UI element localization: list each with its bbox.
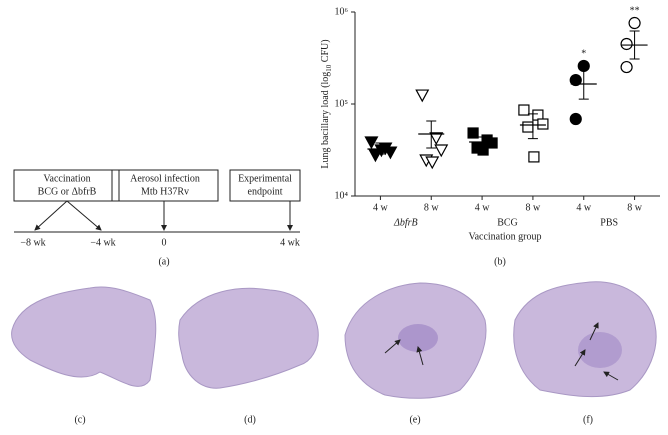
scatter-chart: Lung bacillary load (log10 CFU) Vaccinat… <box>320 5 660 267</box>
group-label: ΔbfrB <box>393 217 418 228</box>
box-text: Vaccination <box>43 173 90 184</box>
point <box>467 127 479 139</box>
x-tick-label: 4 w <box>373 202 389 213</box>
error-bar <box>426 120 437 149</box>
arrow <box>574 349 586 367</box>
panel-label: (e) <box>409 414 420 425</box>
point <box>522 121 534 133</box>
lesion <box>398 324 438 352</box>
point <box>364 136 379 150</box>
point <box>628 16 641 30</box>
y-label-part: CFU) <box>320 39 331 64</box>
panel-label: (c) <box>74 414 85 425</box>
panel-label: (d) <box>244 414 256 425</box>
significance: ** <box>630 5 640 16</box>
point <box>537 118 549 130</box>
box <box>229 169 301 202</box>
point <box>569 112 582 126</box>
error-bar <box>375 142 386 155</box>
point <box>528 151 540 163</box>
arrow <box>66 200 102 231</box>
box-text: Mtb H37Rv <box>141 186 189 197</box>
point <box>620 60 633 74</box>
histology-images: (c) (d) (e) (f) <box>11 281 657 425</box>
error-bar <box>477 136 488 147</box>
point <box>429 132 444 146</box>
point <box>620 37 633 51</box>
point <box>383 146 398 160</box>
panel-label: (f) <box>583 414 593 425</box>
box <box>111 169 219 202</box>
x-tick-label: 4 w <box>576 202 592 213</box>
box-text: endpoint <box>248 186 283 197</box>
arrow <box>416 346 424 366</box>
significance: * <box>581 48 586 59</box>
y-axis-label: Lung bacillary load (log10 CFU) <box>320 39 332 168</box>
x-tick-label: 8 w <box>424 202 440 213</box>
y-label-part: 10 <box>325 64 333 72</box>
point <box>434 144 449 158</box>
point <box>374 144 389 158</box>
time-label: −4 wk <box>90 237 115 248</box>
error-bar <box>527 113 538 140</box>
y-tick-label: 10⁵ <box>335 98 349 109</box>
panel-label: (b) <box>494 256 506 267</box>
lesion <box>578 332 622 368</box>
box-text: Experimental <box>238 173 292 184</box>
point <box>486 137 498 149</box>
point <box>569 73 582 87</box>
point <box>518 104 530 116</box>
point <box>415 89 430 103</box>
panel-label: (a) <box>158 256 169 267</box>
x-tick-label: 8 w <box>627 202 643 213</box>
time-label: −8 wk <box>20 237 45 248</box>
arrow <box>34 200 68 231</box>
timeline: Vaccination BCG or ΔbfrB Aerosol infecti… <box>13 169 301 267</box>
lung-image <box>11 286 157 387</box>
box-text: BCG or ΔbfrB <box>38 186 97 197</box>
arrow <box>603 371 619 381</box>
error-bar <box>629 30 640 60</box>
time-label: 4 wk <box>280 237 300 248</box>
x-tick-label: 8 w <box>526 202 542 213</box>
error-bar <box>578 68 589 100</box>
x-tick-label: 4 w <box>475 202 491 213</box>
lung-image <box>178 287 319 389</box>
arrow <box>384 339 401 354</box>
time-label: 0 <box>162 237 167 248</box>
point <box>368 149 383 163</box>
y-tick-label: 10⁶ <box>335 6 349 17</box>
point <box>477 144 489 156</box>
x-axis-label: Vaccination group <box>468 231 541 242</box>
arrow <box>589 322 599 341</box>
group-label: BCG <box>497 217 518 228</box>
y-label-part: Lung bacillary load (log <box>320 72 331 169</box>
point <box>425 156 440 170</box>
box-text: Aerosol infection <box>130 173 200 184</box>
y-tick-label: 10⁴ <box>335 190 349 201</box>
group-label: PBS <box>600 217 618 228</box>
